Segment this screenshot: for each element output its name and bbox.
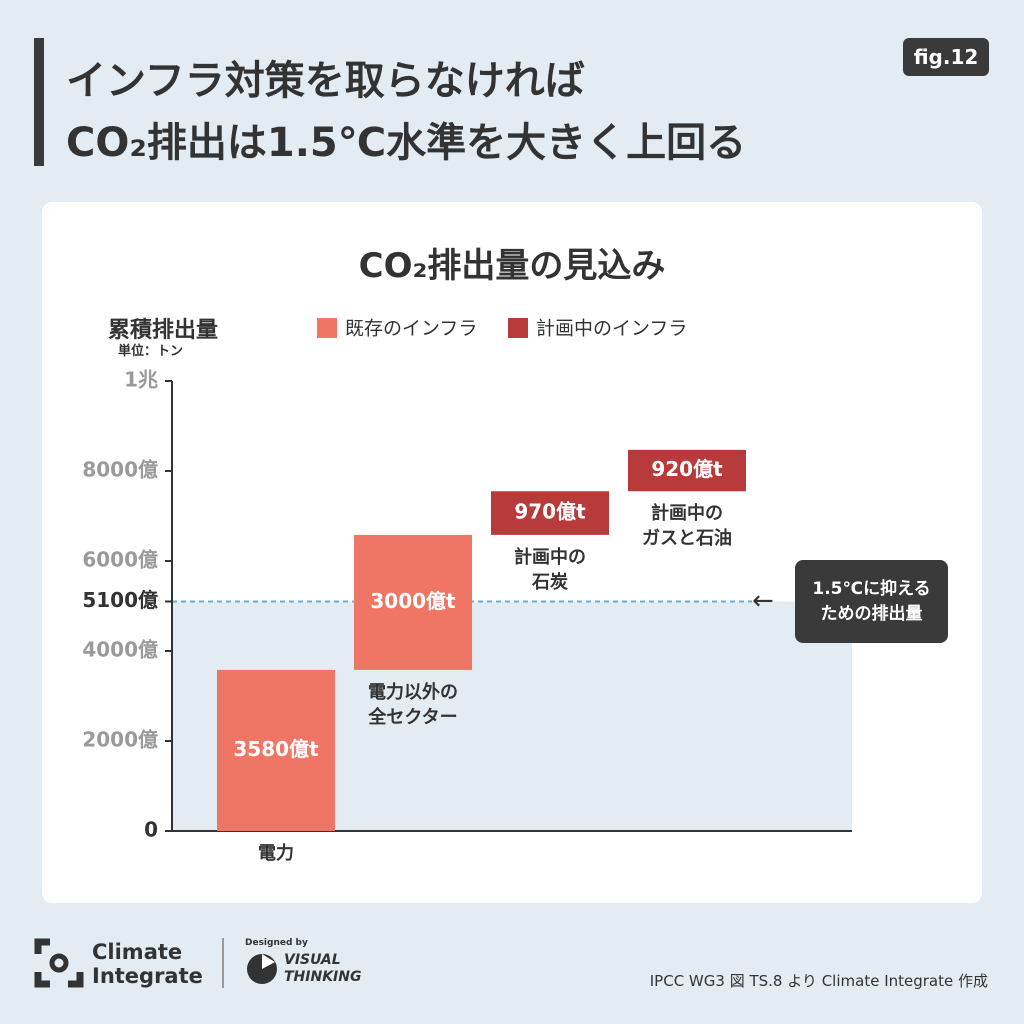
fig-tag: fig.12 xyxy=(903,38,989,76)
bar xyxy=(628,449,746,492)
page-title: CO₂排出は1.5℃水準を大きく上回る xyxy=(66,120,747,166)
y-tick-label: 0 xyxy=(144,818,158,842)
designed-by: Designed by xyxy=(245,938,308,948)
bar xyxy=(491,491,609,535)
x-category-label: 計画中の 石炭 xyxy=(514,546,586,594)
y-tick-label: 2000億 xyxy=(82,728,158,752)
bar xyxy=(217,669,335,831)
brand-text: VISUAL xyxy=(284,952,341,968)
logo-text: Climate xyxy=(92,940,183,964)
y-tick-label: 8000億 xyxy=(82,458,158,482)
x-category-label: 計画中の ガスと石油 xyxy=(642,503,732,550)
y-tick-label: 4000億 xyxy=(82,638,158,662)
source: IPCC WG3 図 TS.8 より Climate Integrate 作成 xyxy=(649,972,988,990)
value-label: 3000億t xyxy=(370,589,456,613)
legend-label: 計画中のインフラ xyxy=(536,318,687,340)
x-category-label: 電力以外の 全セクター xyxy=(368,681,458,729)
y-tick-label: 6000億 xyxy=(82,548,158,572)
y-tick-label: 5100億 xyxy=(82,588,158,612)
page-title: インフラ対策を取らなければ xyxy=(66,58,585,104)
brand-icon xyxy=(247,954,277,984)
y-tick-label: 1兆 xyxy=(124,368,158,392)
value-label: 920億t xyxy=(651,457,723,481)
divider xyxy=(222,938,224,988)
logo-text: Integrate xyxy=(92,964,203,988)
chart-title: CO₂排出量の見込み xyxy=(358,246,666,286)
brand-text: THINKING xyxy=(284,969,362,985)
y-axis-unit: 単位：トン xyxy=(118,344,184,359)
legend-swatch xyxy=(317,318,337,338)
bar xyxy=(354,534,472,670)
callout-arrow: ← xyxy=(752,586,774,616)
value-label: 970億t xyxy=(514,500,586,524)
y-axis-label: 累積排出量 xyxy=(108,318,219,343)
logo-icon xyxy=(34,938,84,988)
legend-swatch xyxy=(508,318,528,338)
reference-callout: 1.5℃に抑える ための排出量 xyxy=(795,560,948,643)
title-bar xyxy=(34,38,44,166)
value-label: 3580億t xyxy=(233,737,319,761)
legend-label: 既存のインフラ xyxy=(345,318,477,340)
x-category-label: 電力 xyxy=(258,843,294,864)
